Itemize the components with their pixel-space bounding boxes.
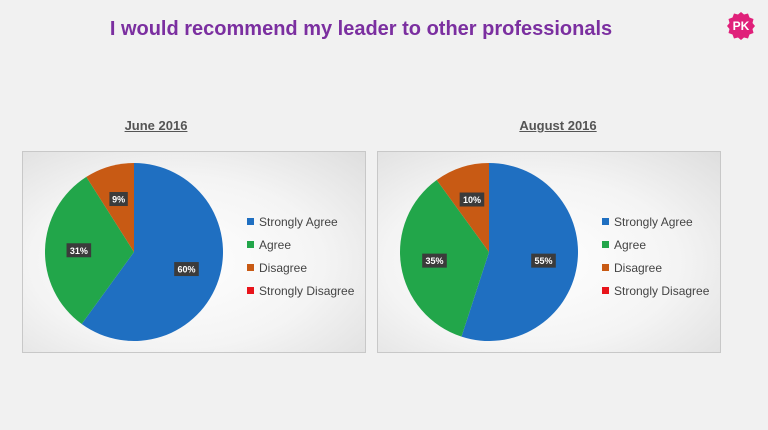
- data-label: 35%: [422, 254, 447, 268]
- legend-swatch: [247, 218, 254, 225]
- legend-label: Disagree: [614, 261, 662, 275]
- svg-text:31%: 31%: [70, 246, 88, 256]
- data-label: 60%: [174, 262, 199, 276]
- legend-swatch: [602, 241, 609, 248]
- legend-label: Agree: [614, 238, 646, 252]
- page-title: I would recommend my leader to other pro…: [0, 18, 722, 41]
- legend-swatch: [247, 287, 254, 294]
- legend-item: Strongly Agree: [247, 210, 362, 233]
- pie-chart-august: 55% 35% 10% Strongly Agree Agree Disagree …: [377, 151, 721, 353]
- legend-label: Agree: [259, 238, 291, 252]
- legend-item: Disagree: [602, 256, 717, 279]
- legend-item: Agree: [602, 233, 717, 256]
- legend-swatch: [602, 287, 609, 294]
- legend-june: Strongly Agree Agree Disagree Strongly D…: [247, 210, 362, 302]
- svg-text:35%: 35%: [425, 256, 443, 266]
- legend-item: Strongly Disagree: [247, 279, 362, 302]
- data-label: 31%: [67, 243, 92, 257]
- data-label: 9%: [109, 192, 127, 206]
- legend-label: Disagree: [259, 261, 307, 275]
- legend-label: Strongly Agree: [259, 215, 338, 229]
- legend-swatch: [602, 264, 609, 271]
- pie-chart-june: 60% 31% 9% Strongly Agree Agree Disagree S…: [22, 151, 366, 353]
- legend-swatch: [247, 241, 254, 248]
- svg-text:9%: 9%: [112, 195, 125, 205]
- logo-text: PK: [733, 19, 750, 33]
- legend-label: Strongly Disagree: [259, 284, 354, 298]
- legend-item: Disagree: [247, 256, 362, 279]
- svg-text:60%: 60%: [177, 265, 195, 275]
- svg-text:55%: 55%: [534, 256, 552, 266]
- legend-swatch: [247, 264, 254, 271]
- pk-logo-icon: PK: [726, 10, 756, 40]
- legend-item: Agree: [247, 233, 362, 256]
- legend-label: Strongly Agree: [614, 215, 693, 229]
- legend-august: Strongly Agree Agree Disagree Strongly D…: [602, 210, 717, 302]
- legend-label: Strongly Disagree: [614, 284, 709, 298]
- chart-title-august: August 2016: [458, 118, 658, 133]
- legend-item: Strongly Agree: [602, 210, 717, 233]
- chart-title-june: June 2016: [56, 118, 256, 133]
- legend-swatch: [602, 218, 609, 225]
- data-label: 55%: [531, 254, 556, 268]
- svg-text:10%: 10%: [463, 195, 481, 205]
- data-label: 10%: [460, 193, 485, 207]
- legend-item: Strongly Disagree: [602, 279, 717, 302]
